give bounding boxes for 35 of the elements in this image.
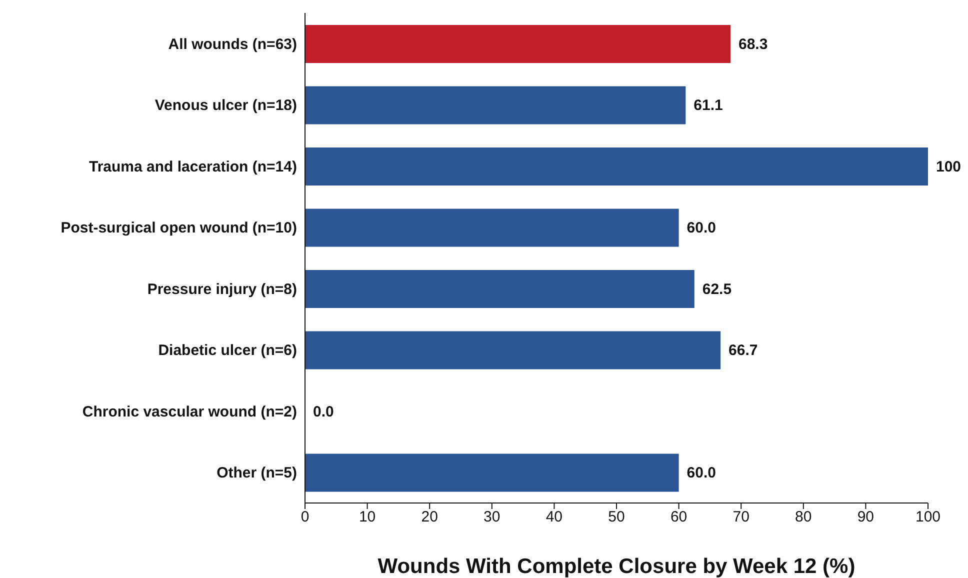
y-tick-label: Pressure injury (n=8) bbox=[147, 280, 297, 298]
y-tick-label: Diabetic ulcer (n=6) bbox=[158, 342, 297, 360]
x-tick-label: 90 bbox=[857, 508, 874, 526]
x-axis-title: Wounds With Complete Closure by Week 12 (%) bbox=[378, 555, 856, 578]
x-tick-label: 0 bbox=[300, 508, 310, 526]
bar bbox=[305, 25, 731, 63]
data-label: 68.3 bbox=[738, 36, 768, 53]
bar bbox=[305, 454, 679, 492]
data-label: 60.0 bbox=[686, 464, 716, 482]
bar bbox=[305, 270, 694, 308]
x-tick-label: 20 bbox=[421, 508, 438, 526]
x-tick-label: 30 bbox=[484, 508, 500, 526]
x-tick-label: 40 bbox=[546, 508, 563, 526]
x-tick-label: 100 bbox=[915, 508, 941, 526]
data-label: 66.7 bbox=[728, 342, 758, 360]
bar bbox=[305, 86, 686, 124]
y-tick-label: Venous ulcer (n=18) bbox=[154, 97, 297, 114]
data-label: 62.5 bbox=[702, 280, 732, 298]
x-tick-label: 70 bbox=[732, 508, 750, 526]
y-tick-label: All wounds (n=63) bbox=[168, 36, 297, 53]
bar bbox=[305, 148, 928, 186]
y-tick-label: Post-surgical open wound (n=10) bbox=[60, 220, 297, 237]
x-tick-label: 10 bbox=[358, 508, 376, 526]
x-tick-label: 50 bbox=[608, 508, 625, 526]
x-tick-label: 80 bbox=[795, 508, 812, 526]
bar bbox=[305, 208, 679, 247]
bar bbox=[305, 331, 721, 370]
y-tick-label: Chronic vascular wound (n=2) bbox=[82, 403, 297, 420]
x-tick-label: 60 bbox=[670, 508, 688, 526]
y-tick-label: Trauma and laceration (n=14) bbox=[89, 158, 297, 176]
data-label: 100 bbox=[936, 158, 962, 176]
y-tick-label: Other (n=5) bbox=[216, 464, 297, 482]
data-label: 61.1 bbox=[694, 97, 723, 114]
data-label: 60.0 bbox=[686, 220, 716, 237]
data-label: 0.0 bbox=[313, 403, 334, 420]
